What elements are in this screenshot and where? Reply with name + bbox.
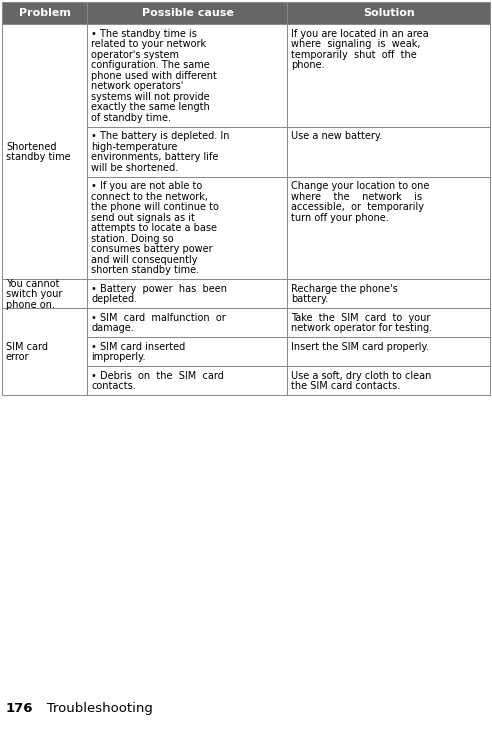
Text: and will consequently: and will consequently xyxy=(92,255,198,265)
Text: configuration. The same: configuration. The same xyxy=(92,60,210,70)
Text: Change your location to one: Change your location to one xyxy=(291,182,430,191)
Text: • Battery  power  has  been: • Battery power has been xyxy=(92,284,227,294)
Bar xyxy=(287,127,490,177)
Bar xyxy=(287,24,490,127)
Text: will be shortened.: will be shortened. xyxy=(92,163,179,173)
Text: Troubleshooting: Troubleshooting xyxy=(34,702,153,715)
Bar xyxy=(287,2,490,24)
Bar xyxy=(88,337,287,366)
Text: shorten standby time.: shorten standby time. xyxy=(92,265,200,276)
Bar xyxy=(2,279,88,308)
Bar xyxy=(88,308,287,337)
Text: 176: 176 xyxy=(6,702,33,715)
Bar xyxy=(88,24,287,127)
Text: • Debris  on  the  SIM  card: • Debris on the SIM card xyxy=(92,371,224,381)
Text: SIM card: SIM card xyxy=(6,342,48,352)
Bar xyxy=(287,366,490,395)
Text: attempts to locate a base: attempts to locate a base xyxy=(92,224,217,233)
Text: station. Doing so: station. Doing so xyxy=(92,234,174,244)
Text: Insert the SIM card properly.: Insert the SIM card properly. xyxy=(291,342,430,352)
Bar xyxy=(2,24,88,279)
Text: Recharge the phone's: Recharge the phone's xyxy=(291,284,398,294)
Text: the phone will continue to: the phone will continue to xyxy=(92,202,219,213)
Text: If you are located in an area: If you are located in an area xyxy=(291,29,429,39)
Bar xyxy=(88,127,287,177)
Bar xyxy=(88,177,287,279)
Text: You cannot: You cannot xyxy=(6,279,60,289)
Text: phone.: phone. xyxy=(291,60,325,70)
Text: environments, battery life: environments, battery life xyxy=(92,152,219,163)
Text: high-temperature: high-temperature xyxy=(92,142,178,152)
Bar xyxy=(88,366,287,395)
Text: Possible cause: Possible cause xyxy=(142,8,233,18)
Text: Solution: Solution xyxy=(363,8,415,18)
Text: of standby time.: of standby time. xyxy=(92,113,171,123)
Text: battery.: battery. xyxy=(291,295,329,304)
Text: where    the    network    is: where the network is xyxy=(291,192,423,202)
Text: • SIM card inserted: • SIM card inserted xyxy=(92,342,185,352)
Text: send out signals as it: send out signals as it xyxy=(92,213,195,223)
Text: network operators': network operators' xyxy=(92,81,184,92)
Text: accessible,  or  temporarily: accessible, or temporarily xyxy=(291,202,425,213)
Text: Use a new battery.: Use a new battery. xyxy=(291,131,383,141)
Text: turn off your phone.: turn off your phone. xyxy=(291,213,389,223)
Text: error: error xyxy=(6,353,30,362)
Text: • SIM  card  malfunction  or: • SIM card malfunction or xyxy=(92,313,226,323)
Text: depleted.: depleted. xyxy=(92,295,138,304)
Text: standby time: standby time xyxy=(6,152,71,163)
Text: • The standby time is: • The standby time is xyxy=(92,29,197,39)
Bar xyxy=(88,279,287,308)
Text: • If you are not able to: • If you are not able to xyxy=(92,182,203,191)
Text: Problem: Problem xyxy=(19,8,71,18)
Text: consumes battery power: consumes battery power xyxy=(92,244,213,254)
Text: the SIM card contacts.: the SIM card contacts. xyxy=(291,381,400,391)
Text: Take  the  SIM  card  to  your: Take the SIM card to your xyxy=(291,313,431,323)
Text: systems will not provide: systems will not provide xyxy=(92,92,210,102)
Text: contacts.: contacts. xyxy=(92,381,136,391)
Text: where  signaling  is  weak,: where signaling is weak, xyxy=(291,40,421,49)
Text: switch your: switch your xyxy=(6,290,62,299)
Text: phone used with different: phone used with different xyxy=(92,71,217,81)
Text: • The battery is depleted. In: • The battery is depleted. In xyxy=(92,131,230,141)
Text: phone on.: phone on. xyxy=(6,300,55,309)
Text: improperly.: improperly. xyxy=(92,353,146,362)
Text: operator's system: operator's system xyxy=(92,50,180,60)
Text: damage.: damage. xyxy=(92,323,134,334)
Text: exactly the same length: exactly the same length xyxy=(92,103,210,112)
Bar xyxy=(2,2,88,24)
Bar xyxy=(2,308,88,395)
Bar xyxy=(287,337,490,366)
Text: Shortened: Shortened xyxy=(6,142,57,152)
Text: Use a soft, dry cloth to clean: Use a soft, dry cloth to clean xyxy=(291,371,432,381)
Text: connect to the network,: connect to the network, xyxy=(92,192,209,202)
Text: related to your network: related to your network xyxy=(92,40,207,49)
Bar xyxy=(287,177,490,279)
Bar xyxy=(287,279,490,308)
Text: temporarily  shut  off  the: temporarily shut off the xyxy=(291,50,417,60)
Bar xyxy=(287,308,490,337)
Text: network operator for testing.: network operator for testing. xyxy=(291,323,432,334)
Bar xyxy=(88,2,287,24)
